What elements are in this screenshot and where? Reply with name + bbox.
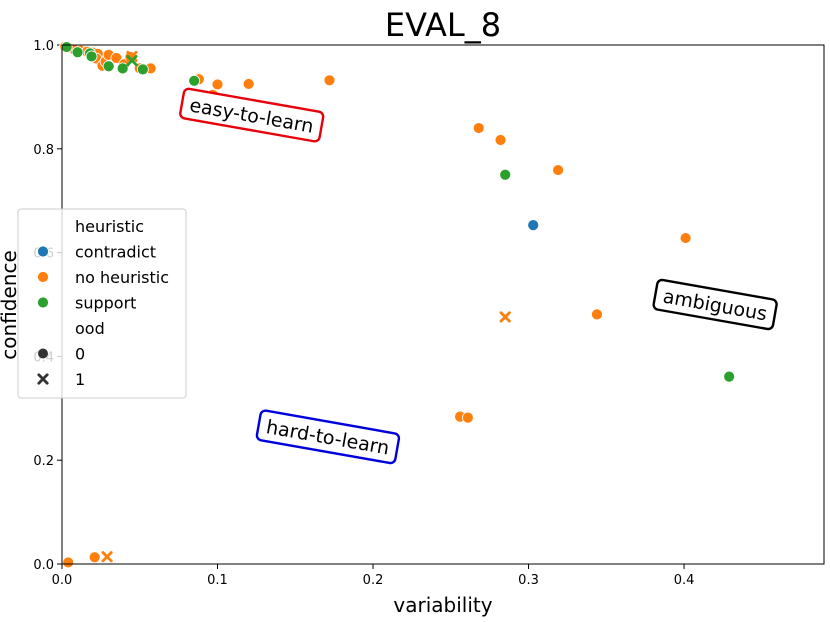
point-no-heuristic <box>552 164 564 176</box>
point-support <box>60 41 73 53</box>
x-marker-stroke <box>101 551 113 563</box>
legend: heuristic contradict no heuristic support oo… <box>17 208 187 399</box>
point-support <box>85 50 98 63</box>
legend-marker <box>37 271 49 283</box>
legend-marker <box>37 373 49 385</box>
point-support-ood <box>126 54 138 67</box>
region-label-box <box>255 409 401 465</box>
legend-label: 1 <box>75 370 85 389</box>
point-no-heuristic <box>679 232 692 244</box>
point-no-heuristic-ood <box>499 311 511 323</box>
legend-label: heuristic <box>75 217 144 236</box>
x-tick-label: 0.1 <box>207 573 228 588</box>
x-tick-label: 0.4 <box>674 573 695 588</box>
legend-item-support: support <box>37 294 136 313</box>
x-tick-label: 0.3 <box>518 573 539 588</box>
legend-item-contradict: contradict <box>37 243 156 262</box>
legend-label: support <box>75 294 136 313</box>
point-no-heuristic <box>591 308 603 321</box>
legend-item-ood-0: 0 <box>38 345 85 364</box>
x-marker-stroke <box>499 311 511 323</box>
chart-title: EVAL_8 <box>385 6 501 44</box>
legend-marker <box>38 348 48 359</box>
legend-label: contradict <box>75 243 156 262</box>
legend-style-title: ood <box>75 319 105 338</box>
point-support <box>499 168 512 181</box>
legend-marker <box>37 245 49 258</box>
legend-label: 0 <box>75 345 85 364</box>
legend-label: ood <box>75 319 105 338</box>
y-tick-label: 1.0 <box>33 39 54 54</box>
y-tick-label: 0.2 <box>33 454 54 469</box>
point-no-heuristic <box>110 52 123 64</box>
point-support <box>102 60 115 73</box>
legend-item-ood-1: 1 <box>37 370 85 389</box>
legend-label: no heuristic <box>75 268 169 287</box>
x-tick-label: 0.2 <box>363 573 384 588</box>
legend-marker <box>37 296 49 309</box>
region-label-box <box>179 87 325 143</box>
y-tick-label: 0.0 <box>33 558 54 573</box>
y-tick-label: 0.8 <box>33 143 54 158</box>
point-no-heuristic <box>323 74 336 87</box>
point-no-heuristic <box>211 78 224 91</box>
point-support <box>136 63 149 76</box>
region-label-box <box>652 278 778 331</box>
point-no-heuristic <box>494 134 507 146</box>
point-no-heuristic <box>88 551 101 564</box>
legend-box <box>17 208 187 399</box>
x-tick-label: 0.0 <box>52 573 73 588</box>
point-no-heuristic-ood <box>101 551 113 563</box>
point-support <box>116 62 129 75</box>
point-no-heuristic <box>62 556 75 569</box>
point-support <box>71 46 84 59</box>
legend-item-no-heuristic: no heuristic <box>37 268 169 287</box>
point-contradict <box>527 219 540 231</box>
point-no-heuristic <box>472 122 485 134</box>
y-axis-label: confidence <box>0 250 21 359</box>
point-support <box>723 370 736 383</box>
point-support <box>188 74 201 87</box>
point-no-heuristic <box>461 411 474 424</box>
point-no-heuristic <box>242 78 255 90</box>
x-marker-stroke <box>126 54 138 67</box>
legend-hue-title: heuristic <box>75 217 144 236</box>
x-axis-label: variability <box>393 593 492 617</box>
